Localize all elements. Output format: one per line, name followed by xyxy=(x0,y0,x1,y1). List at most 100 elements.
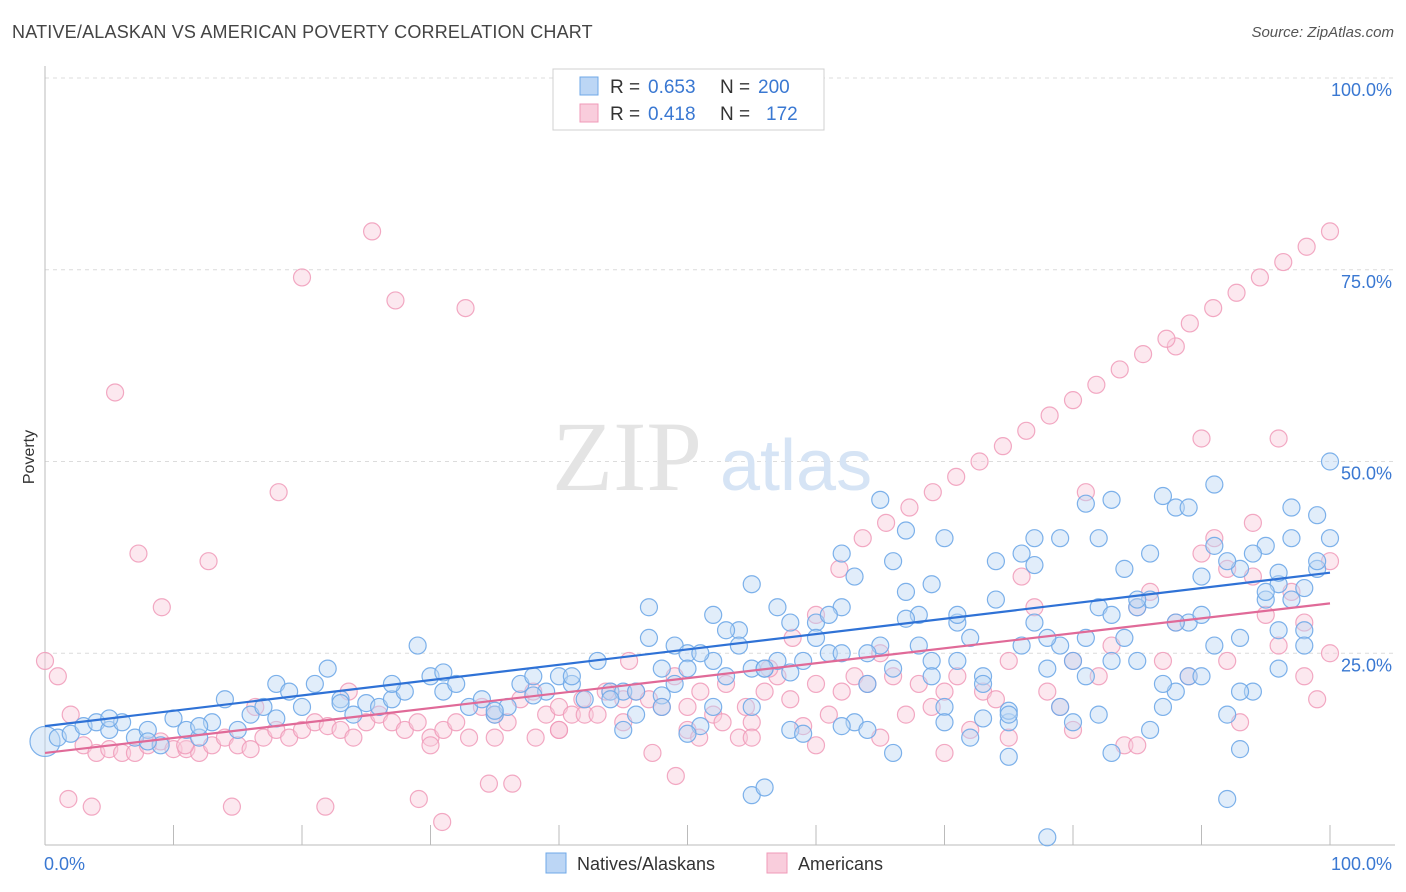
natives-point xyxy=(408,636,427,655)
americans-point xyxy=(1295,613,1314,632)
natives-point xyxy=(1128,651,1147,671)
americans-point xyxy=(316,797,335,816)
y-tick-label: 25.0% xyxy=(1341,655,1392,675)
natives-point xyxy=(1025,529,1044,548)
x-tick-label: 100.0% xyxy=(1331,854,1392,874)
natives-point xyxy=(858,674,877,694)
americans-point xyxy=(678,697,697,717)
americans-point xyxy=(1243,513,1263,532)
watermark-atlas: atlas xyxy=(720,426,872,506)
americans-point xyxy=(853,529,872,548)
natives-point xyxy=(1102,605,1121,625)
americans-point xyxy=(408,713,427,732)
natives-point xyxy=(1243,682,1263,701)
natives-point xyxy=(1166,498,1185,517)
natives-point xyxy=(704,605,723,625)
natives-point xyxy=(1269,563,1288,582)
natives-point xyxy=(1192,567,1211,586)
americans-point xyxy=(1038,682,1057,701)
natives-point xyxy=(1256,582,1275,601)
americans-point xyxy=(1204,299,1223,318)
natives-point xyxy=(1038,659,1057,678)
americans-point xyxy=(755,682,774,701)
natives-point xyxy=(639,628,659,648)
americans-point xyxy=(993,437,1013,456)
natives-point xyxy=(1230,628,1250,648)
natives-point xyxy=(1308,506,1327,525)
legend-americans-label: Americans xyxy=(798,854,883,874)
natives-point xyxy=(1076,628,1095,648)
natives-point xyxy=(1051,529,1070,548)
natives-point xyxy=(1063,651,1083,671)
natives-point xyxy=(652,659,671,678)
americans-point xyxy=(485,728,504,747)
americans-point xyxy=(48,667,67,686)
americans-point xyxy=(935,682,954,701)
natives-point xyxy=(678,724,697,743)
natives-point xyxy=(999,701,1018,720)
natives-point xyxy=(986,552,1006,571)
natives-point xyxy=(1038,828,1057,847)
r-label-1: R = xyxy=(610,77,640,98)
americans-point xyxy=(876,513,896,532)
watermark-zip: ZIP xyxy=(552,401,702,512)
natives-point xyxy=(601,690,620,709)
natives-point xyxy=(896,521,916,540)
americans-point xyxy=(1128,736,1147,755)
source-label: Source: ZipAtlas.com xyxy=(1251,24,1394,41)
americans-point xyxy=(1133,345,1153,364)
americans-point xyxy=(105,383,125,402)
natives-point xyxy=(1089,529,1108,548)
americans-point xyxy=(1110,360,1129,379)
natives-point xyxy=(1025,613,1044,632)
americans-point xyxy=(152,598,171,617)
americans-point xyxy=(948,667,967,686)
americans-point xyxy=(999,651,1018,671)
natives-point xyxy=(331,694,350,713)
y-tick-labels: 25.0% 50.0% 75.0% 100.0% xyxy=(1331,80,1392,675)
americans-point xyxy=(409,789,428,809)
americans-point xyxy=(999,728,1018,747)
natives-point xyxy=(1295,578,1314,598)
natives-point xyxy=(1063,713,1083,732)
americans-point xyxy=(961,720,980,740)
n-label-1: N = xyxy=(720,77,750,98)
americans-point xyxy=(729,728,749,747)
natives-point xyxy=(1295,636,1314,655)
r-value-1: 0.653 xyxy=(648,77,696,98)
americans-point xyxy=(1250,268,1270,287)
americans-point xyxy=(1180,314,1199,333)
natives-point xyxy=(639,598,659,617)
natives-point xyxy=(1179,498,1198,517)
natives-point xyxy=(1115,628,1134,648)
natives-point xyxy=(845,567,864,586)
americans-point xyxy=(1227,283,1246,302)
americans-point xyxy=(691,682,710,701)
natives-point xyxy=(1308,552,1327,571)
natives-point xyxy=(858,644,877,663)
natives-point xyxy=(1128,598,1147,617)
americans-point xyxy=(806,736,826,755)
chart-title: NATIVE/ALASKAN VS AMERICAN POVERTY CORRE… xyxy=(12,22,593,42)
natives-point xyxy=(794,724,813,743)
natives-point xyxy=(292,697,312,717)
natives-point xyxy=(961,628,980,648)
americans-point xyxy=(1166,337,1185,356)
x-tick-label: 0.0% xyxy=(44,854,85,874)
series-legend: Natives/Alaskans Americans xyxy=(545,852,883,874)
americans-point xyxy=(1320,644,1340,663)
natives-point xyxy=(1295,621,1314,640)
n-label-2: N = xyxy=(720,104,750,125)
natives-point xyxy=(858,720,877,740)
natives-point xyxy=(986,590,1006,609)
americans-point xyxy=(199,552,218,571)
natives-point xyxy=(1153,674,1173,694)
americans-point xyxy=(1012,567,1031,586)
americans-point xyxy=(1063,391,1083,410)
natives-trend-line xyxy=(44,571,1331,728)
natives-point xyxy=(922,667,941,686)
y-tick-label: 50.0% xyxy=(1341,464,1392,484)
americans-point xyxy=(830,559,849,578)
natives-point xyxy=(1089,705,1108,724)
